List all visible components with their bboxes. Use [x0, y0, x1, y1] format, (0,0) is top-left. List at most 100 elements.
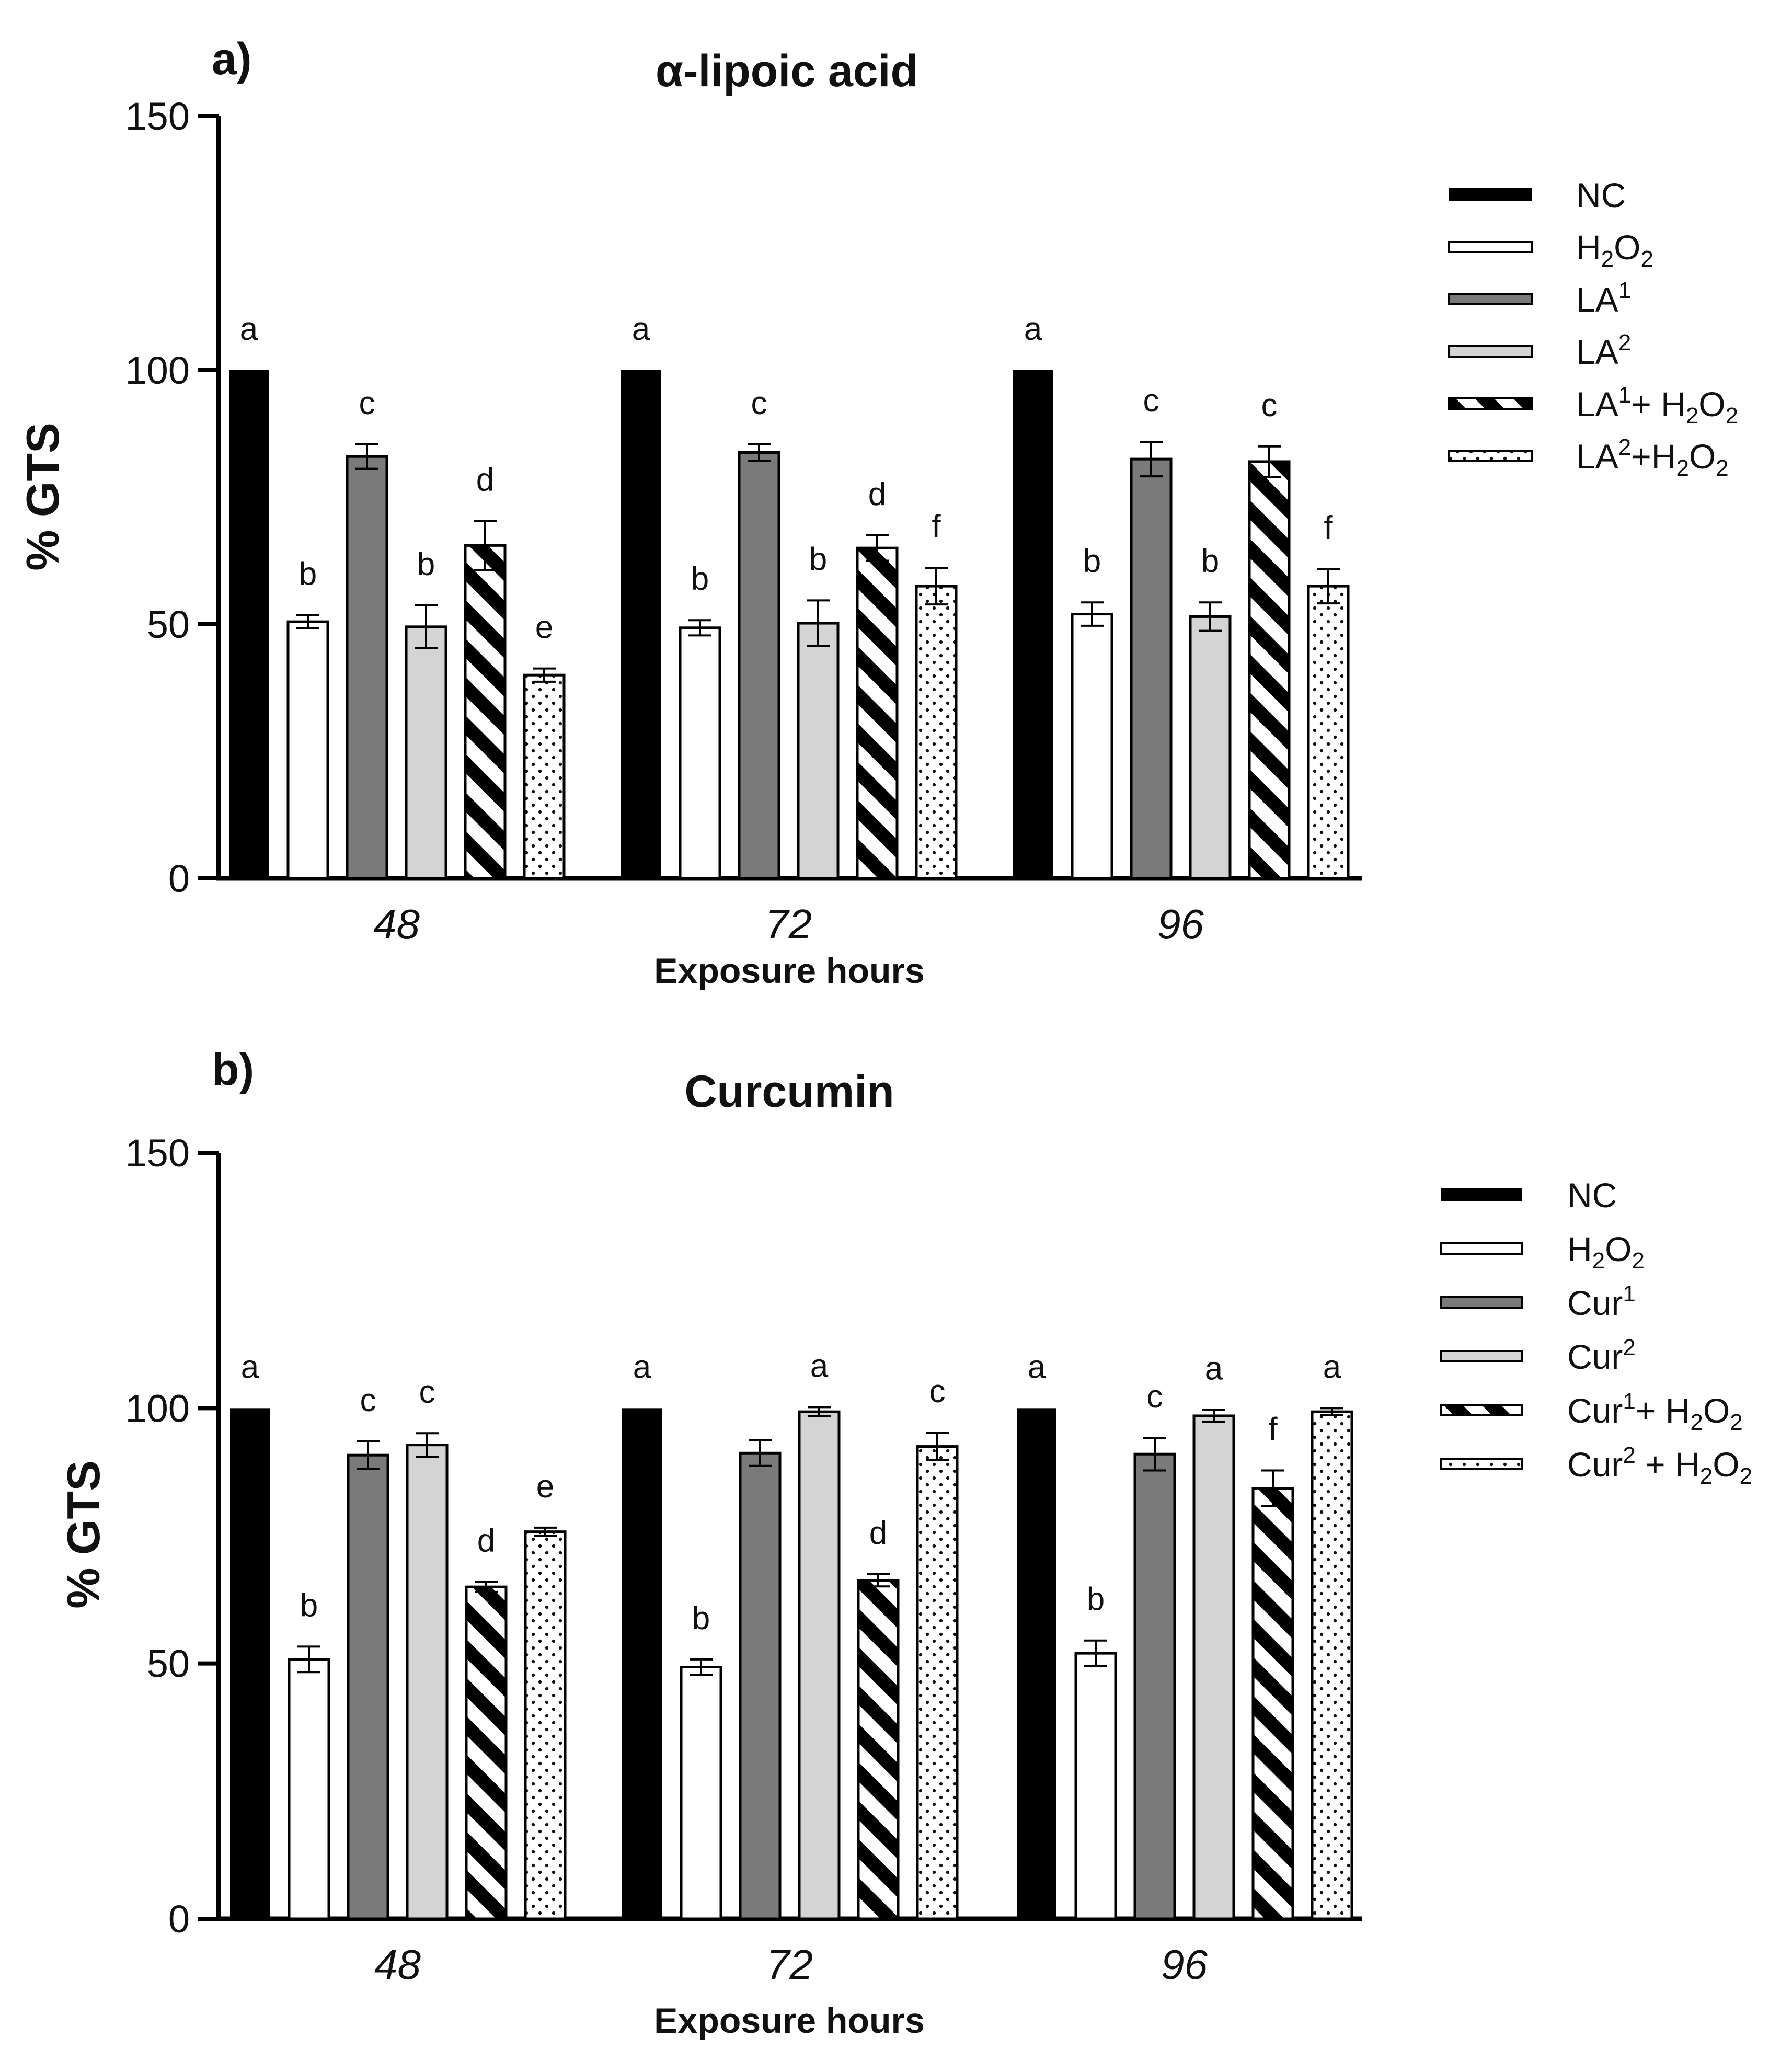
panel-a-plot: 0 50 100 150 48 72 96 a a a b b b c c c b b b d d c e f f	[125, 95, 1362, 947]
legend-label: LA1	[1576, 278, 1631, 319]
y-tick-label: 100	[125, 349, 190, 392]
bar	[229, 370, 269, 878]
bar	[856, 546, 899, 880]
legend-swatch	[1440, 1296, 1523, 1309]
legend-swatch	[1448, 450, 1533, 462]
legend-swatch	[1448, 397, 1533, 410]
bar	[1251, 1487, 1294, 1920]
legend-label: Cur2	[1567, 1335, 1636, 1376]
bar	[621, 370, 661, 878]
bar	[230, 1408, 270, 1919]
legend-label: LA2	[1576, 330, 1631, 371]
significance-letter: e	[536, 1469, 554, 1505]
significance-letter: d	[869, 1515, 887, 1551]
significance-letter: f	[1268, 1411, 1278, 1447]
x-category-label: 48	[374, 1941, 421, 1988]
bar	[346, 455, 388, 880]
significance-letter: a	[810, 1348, 829, 1384]
significance-letter: a	[1205, 1350, 1223, 1387]
legend-swatch	[1440, 1458, 1523, 1470]
legend-swatch	[1440, 1404, 1523, 1416]
y-tick-label: 0	[168, 1897, 190, 1941]
bar	[915, 585, 958, 880]
bar	[286, 620, 329, 880]
significance-letter: c	[1147, 1379, 1163, 1415]
bar	[798, 1410, 841, 1920]
panel-b-title: Curcumin	[684, 1067, 894, 1117]
significance-letter: a	[241, 1349, 259, 1385]
significance-letter: c	[1261, 387, 1278, 423]
bar	[347, 1453, 389, 1920]
x-category-label: 96	[1157, 901, 1204, 947]
legend-label: NC	[1567, 1176, 1617, 1215]
x-category-label: 96	[1161, 1941, 1208, 1988]
x-category-label: 48	[373, 901, 420, 947]
y-tick-label: 50	[147, 603, 190, 646]
legend-swatch	[1448, 345, 1533, 358]
significance-letter: b	[691, 561, 709, 597]
panel-b-plot: 0 50 100 150 48 72 96 a a a b b b c c c a a d d f e c a	[125, 1131, 1362, 1988]
significance-letter: b	[1087, 1582, 1105, 1618]
significance-letter: a	[633, 1349, 651, 1385]
panel-a-label: a)	[212, 34, 251, 84]
legend-label: H2O2	[1567, 1230, 1645, 1274]
significance-letter: a	[1028, 1349, 1046, 1385]
significance-letter: b	[809, 541, 827, 577]
significance-letter: b	[417, 546, 435, 582]
legend-label: H2O2	[1576, 228, 1653, 272]
bar	[464, 544, 507, 880]
significance-letter: b	[299, 556, 317, 592]
panel-b-label: b)	[212, 1045, 254, 1095]
y-tick-label: 150	[125, 95, 190, 138]
bar	[1192, 1414, 1235, 1920]
significance-letter: c	[929, 1373, 946, 1410]
panel-a-y-axis-label: % GTS	[17, 422, 68, 571]
bar	[738, 451, 780, 880]
significance-letter: c	[359, 385, 375, 421]
legend-label: NC	[1576, 176, 1626, 214]
significance-letter: f	[1324, 510, 1333, 546]
significance-letter: a	[1323, 1349, 1341, 1385]
x-category-label: 72	[766, 1941, 813, 1988]
panel-a-legend: NC H2O2 LA1 LA2 LA1+ H2O2 LA2+H2O2	[1448, 176, 1738, 481]
y-tick-label: 50	[147, 1642, 190, 1686]
x-category-label: 72	[765, 901, 812, 947]
panel-b-y-axis-label: % GTS	[58, 1460, 109, 1609]
significance-letter: b	[1083, 543, 1101, 579]
significance-letter: c	[419, 1374, 435, 1410]
bar	[857, 1578, 900, 1920]
bar	[1248, 460, 1291, 880]
legend-swatch	[1449, 188, 1532, 201]
bar	[405, 625, 447, 880]
significance-letter: a	[632, 311, 650, 347]
legend-swatch	[1440, 1242, 1523, 1255]
significance-letter: b	[692, 1600, 710, 1636]
y-tick-label: 150	[125, 1131, 190, 1175]
bar	[1074, 1652, 1117, 1920]
bar	[1017, 1408, 1056, 1919]
significance-letter: d	[476, 462, 494, 498]
panel-a-x-axis-label: Exposure hours	[654, 951, 925, 991]
bar	[465, 1585, 508, 1920]
significance-letter: c	[751, 385, 767, 421]
significance-letter: b	[300, 1587, 318, 1623]
bar	[916, 1445, 959, 1920]
legend-label: LA2+H2O2	[1576, 434, 1729, 481]
legend-label: Cur1	[1567, 1281, 1636, 1322]
panel-b-legend: NC H2O2 Cur1 Cur2 Cur1+ H2O2 Cur2 + H2O2	[1440, 1176, 1752, 1489]
significance-letter: f	[932, 509, 941, 545]
legend-swatch	[1441, 1188, 1522, 1201]
legend-swatch	[1440, 1350, 1523, 1362]
legend-label: LA1+ H2O2	[1576, 382, 1738, 429]
significance-letter: b	[1201, 543, 1219, 579]
bar	[1189, 615, 1232, 880]
bar	[523, 673, 566, 880]
bar	[680, 1666, 722, 1920]
bar	[1311, 1410, 1353, 1920]
legend-swatch	[1448, 241, 1533, 253]
legend-label: Cur2 + H2O2	[1567, 1442, 1752, 1489]
bar	[1071, 613, 1113, 880]
bar	[679, 626, 721, 880]
legend-swatch	[1448, 293, 1533, 305]
